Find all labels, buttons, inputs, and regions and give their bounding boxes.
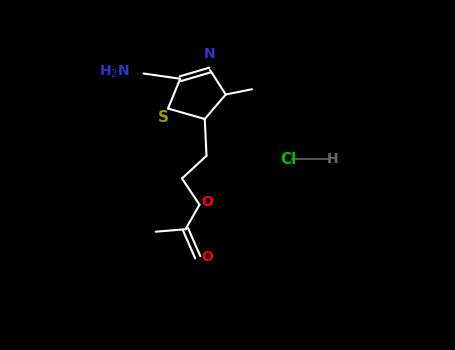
Text: O: O bbox=[202, 250, 213, 264]
Text: Cl: Cl bbox=[281, 152, 297, 167]
Text: O: O bbox=[201, 195, 213, 209]
Text: N: N bbox=[204, 47, 216, 61]
Text: S: S bbox=[158, 110, 169, 125]
Text: H: H bbox=[327, 152, 339, 166]
Text: H$_2$N: H$_2$N bbox=[99, 64, 130, 80]
